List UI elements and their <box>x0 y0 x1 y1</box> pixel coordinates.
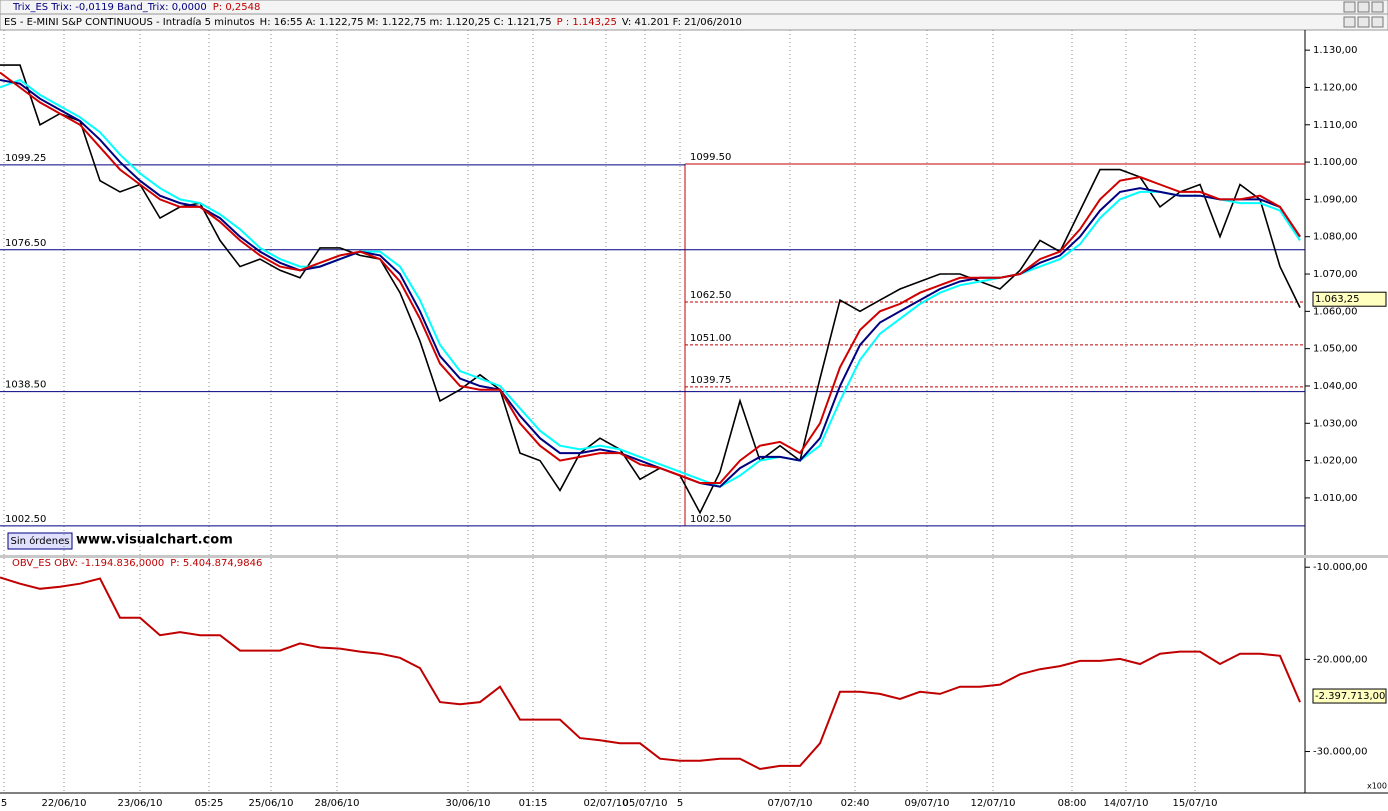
close-button[interactable] <box>1371 16 1384 28</box>
y-tick-label: 1.100,00 <box>1313 157 1358 168</box>
obv-title: OBV_ES OBV: -1.194.836,0000 <box>12 558 164 569</box>
x-tick-label: 12/07/10 <box>971 798 1016 809</box>
close-button[interactable] <box>1371 1 1384 13</box>
y-tick-label: -20.000,00 <box>1313 654 1368 665</box>
price-info: H: 16:55 A: 1.122,75 M: 1.122,75 m: 1.12… <box>260 17 552 28</box>
series-line <box>0 78 1301 488</box>
trix-strip <box>0 0 1388 15</box>
level-label: 1051.00 <box>690 333 731 344</box>
orders-button[interactable] <box>7 532 73 550</box>
y-tick-label: 1.040,00 <box>1313 381 1358 392</box>
x-tick-label: 5 <box>677 798 683 809</box>
series-line <box>0 79 1301 488</box>
level-label: 1099.25 <box>5 153 46 164</box>
level-label: 1039.75 <box>690 375 731 386</box>
y-tick-label: 1.050,00 <box>1313 344 1358 355</box>
last-value-label: -2.397.713,00 <box>1315 691 1385 702</box>
y-tick-label: 1.090,00 <box>1313 194 1358 205</box>
last-value-box <box>1312 688 1387 704</box>
x-tick-label: 05:25 <box>195 798 224 809</box>
price-title: ES - E-MINI S&P CONTINUOUS - Intradía 5 … <box>4 16 255 28</box>
x-tick-label: 5 <box>1 798 7 809</box>
panel-separator <box>0 555 1388 558</box>
price-info-p: P : 1.143,25 <box>557 17 617 28</box>
last-value-label: 1.063,25 <box>1315 294 1360 305</box>
x-tick-label: 07/07/10 <box>768 798 813 809</box>
minimize-button[interactable] <box>1343 16 1356 28</box>
y-tick-label: -30.000,00 <box>1313 747 1368 758</box>
price-info-tail: V: 41.201 F: 21/06/2010 <box>622 17 742 28</box>
series-line <box>0 71 1301 484</box>
y-tick-label: 1.080,00 <box>1313 232 1358 243</box>
axis-multiplier: x100 <box>1367 782 1387 791</box>
series-line <box>0 576 1301 771</box>
level-label: 1099.50 <box>690 152 731 163</box>
trix-values: Trix_ES Trix: -0,0119 Band_Trix: 0,0000 <box>12 2 207 13</box>
maximize-button[interactable] <box>1357 16 1370 28</box>
y-tick-label: 1.130,00 <box>1313 45 1358 56</box>
orders-button-label[interactable]: Sin órdenes <box>11 535 70 547</box>
series-line <box>0 64 1301 515</box>
x-tick-label: 30/06/10 <box>446 798 491 809</box>
x-tick-label: 28/06/10 <box>315 798 360 809</box>
y-tick-label: 1.030,00 <box>1313 418 1358 429</box>
x-tick-label: 23/06/10 <box>118 798 163 809</box>
level-label: 1038.50 <box>5 380 46 391</box>
level-label: 1076.50 <box>5 238 46 249</box>
trix-header: Trix_ES Trix: -0,0119 Band_Trix: 0,0000 P… <box>12 2 260 13</box>
x-tick-label: 15/07/10 <box>1173 798 1218 809</box>
price-header: ES - E-MINI S&P CONTINUOUS - Intradía 5 … <box>4 16 742 28</box>
x-tick-label: 02:40 <box>841 798 870 809</box>
level-label: 1062.50 <box>690 290 731 301</box>
x-tick-label: 09/07/10 <box>905 798 950 809</box>
y-tick-label: 1.120,00 <box>1313 82 1358 93</box>
y-tick-label: 1.010,00 <box>1313 493 1358 504</box>
x-tick-label: 08:00 <box>1058 798 1087 809</box>
window-buttons <box>1343 1 1384 28</box>
y-tick-label: 1.020,00 <box>1313 456 1358 467</box>
last-value-box <box>1312 291 1387 307</box>
x-tick-label: 05/07/10 <box>623 798 668 809</box>
x-tick-label: 02/07/10 <box>584 798 629 809</box>
level-label: 1002.50 <box>5 514 46 525</box>
trix-p: P: 0,2548 <box>213 2 261 13</box>
y-tick-label: 1.060,00 <box>1313 306 1358 317</box>
x-tick-label: 14/07/10 <box>1104 798 1149 809</box>
minimize-button[interactable] <box>1343 1 1356 13</box>
watermark: www.visualchart.com <box>76 533 233 548</box>
x-tick-label: 01:15 <box>519 798 548 809</box>
x-tick-label: 22/06/10 <box>42 798 87 809</box>
y-tick-label: 1.110,00 <box>1313 120 1358 131</box>
y-tick-label: 1.070,00 <box>1313 269 1358 280</box>
price-header-bar <box>0 13 1388 31</box>
maximize-button[interactable] <box>1357 1 1370 13</box>
y-tick-label: -10.000,00 <box>1313 562 1368 573</box>
x-tick-label: 25/06/10 <box>249 798 294 809</box>
obv-info-p: P: 5.404.874,9846 <box>170 558 262 569</box>
obv-header: OBV_ES OBV: -1.194.836,0000 P: 5.404.874,… <box>12 558 262 569</box>
level-label: 1002.50 <box>690 514 731 525</box>
